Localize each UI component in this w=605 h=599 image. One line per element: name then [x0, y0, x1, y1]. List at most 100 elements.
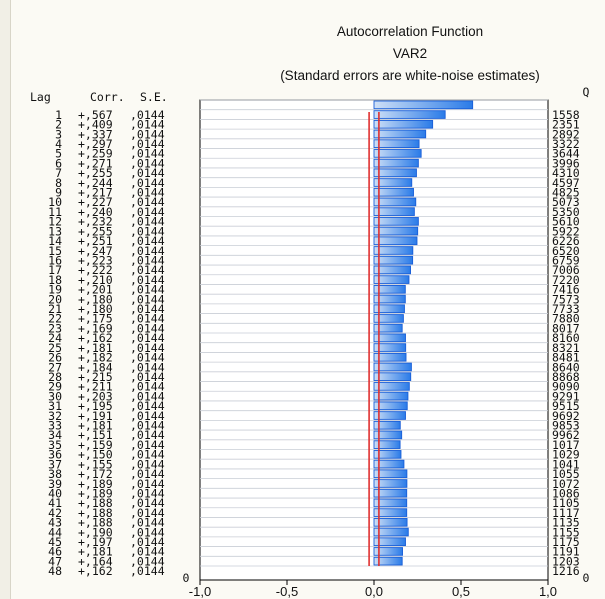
q-label: 6226 [552, 234, 580, 248]
corr-label: +,255 [78, 166, 113, 180]
se-label: ,0144 [130, 341, 165, 355]
corr-label: +,215 [78, 370, 113, 384]
q-label: 1041 [552, 457, 580, 471]
se-label: ,0144 [130, 312, 165, 326]
corr-label: +,227 [78, 195, 113, 209]
x-tick-label: 1,0 [539, 584, 557, 599]
acf-bar [373, 158, 419, 168]
lag-label: 27 [48, 360, 62, 374]
x-tick-label: -1,0 [189, 584, 211, 599]
acf-bar [373, 537, 406, 547]
window-left-edge [0, 0, 11, 599]
se-label: ,0144 [130, 321, 165, 335]
acf-bar [373, 479, 408, 488]
se-label: ,0144 [130, 419, 165, 433]
corr-label: +,151 [78, 428, 113, 442]
se-label: ,0144 [130, 205, 165, 219]
lag-label: 8 [55, 176, 62, 190]
q-label: 3322 [552, 137, 580, 151]
q-label: 7733 [552, 302, 580, 316]
corr-label: +,232 [78, 215, 113, 229]
corr-label: +,567 [78, 108, 113, 122]
acf-bar [373, 401, 408, 411]
corr-label: +,172 [78, 467, 113, 481]
col-header-q: Q [583, 85, 590, 99]
lag-label: 1 [55, 108, 62, 122]
lag-label: 34 [48, 428, 62, 442]
lag-label: 18 [48, 273, 62, 287]
q-label: 1191 [552, 545, 580, 559]
corr-label: +,181 [78, 341, 113, 355]
corr-label: +,222 [78, 263, 113, 277]
corr-label: +,162 [78, 331, 113, 345]
lag-label: 25 [48, 341, 62, 355]
corr-label: +,189 [78, 477, 113, 491]
lag-label: 3 [55, 127, 62, 141]
se-label: ,0144 [130, 244, 165, 258]
se-label: ,0144 [130, 360, 165, 374]
corr-label: +,297 [78, 137, 113, 151]
q-label: 1216 [552, 564, 580, 578]
lag-label: 16 [48, 253, 62, 267]
q-label: 8481 [552, 351, 580, 365]
lag-label: 46 [48, 545, 62, 559]
lag-label: 47 [48, 554, 62, 568]
se-label: ,0144 [130, 564, 165, 578]
lag-label: 20 [48, 292, 62, 306]
se-label: ,0144 [130, 545, 165, 559]
q-label: 8321 [552, 341, 580, 355]
acf-bar [373, 333, 406, 343]
q-label: 2351 [552, 118, 580, 132]
acf-bar [373, 391, 409, 401]
acf-bar [373, 265, 411, 275]
q-label: 8868 [552, 370, 580, 384]
acf-bar [373, 518, 408, 527]
q-label: 5073 [552, 195, 580, 209]
se-label: ,0144 [130, 273, 165, 287]
corr-label: +,210 [78, 273, 113, 287]
corr-label: +,255 [78, 224, 113, 238]
lag-label: 44 [48, 525, 62, 539]
q-label: 5922 [552, 224, 580, 238]
se-label: ,0144 [130, 554, 165, 568]
acf-bar [373, 285, 406, 294]
corr-label: +,223 [78, 253, 113, 267]
x-tick-label: 0,5 [452, 584, 470, 599]
se-label: ,0144 [130, 506, 165, 520]
corr-label: +,197 [78, 535, 113, 549]
q-label: 8160 [552, 331, 580, 345]
corr-label: +,189 [78, 486, 113, 500]
corr-label: +,181 [78, 545, 113, 559]
lag-label: 30 [48, 389, 62, 403]
q-label: 3996 [552, 156, 580, 170]
corr-label: +,181 [78, 419, 113, 433]
q-label: 7880 [552, 312, 580, 326]
se-label: ,0144 [130, 370, 165, 384]
acf-bar [373, 411, 406, 420]
x-tick-label: 0,0 [365, 584, 383, 599]
se-label: ,0144 [130, 195, 165, 209]
se-label: ,0144 [130, 525, 165, 539]
lag-label: 13 [48, 224, 62, 238]
acf-bar [373, 498, 408, 508]
corr-label: +,259 [78, 147, 113, 161]
corr-label: +,159 [78, 438, 113, 452]
corr-label: +,164 [78, 554, 113, 568]
se-label: ,0144 [130, 166, 165, 180]
q-label: 1072 [552, 477, 580, 491]
se-label: ,0144 [130, 147, 165, 161]
acf-bar [373, 275, 410, 284]
q-label: 8640 [552, 360, 580, 374]
q-label: 9853 [552, 419, 580, 433]
se-label: ,0144 [130, 234, 165, 248]
q-label: 1135 [552, 516, 580, 530]
se-label: ,0144 [130, 118, 165, 132]
se-label: ,0144 [130, 380, 165, 394]
lag-label: 15 [48, 244, 62, 258]
se-label: ,0144 [130, 263, 165, 277]
lag-label: 38 [48, 467, 62, 481]
se-label: ,0144 [130, 389, 165, 403]
lag-label: 40 [48, 486, 62, 500]
corr-label: +,162 [78, 564, 113, 578]
